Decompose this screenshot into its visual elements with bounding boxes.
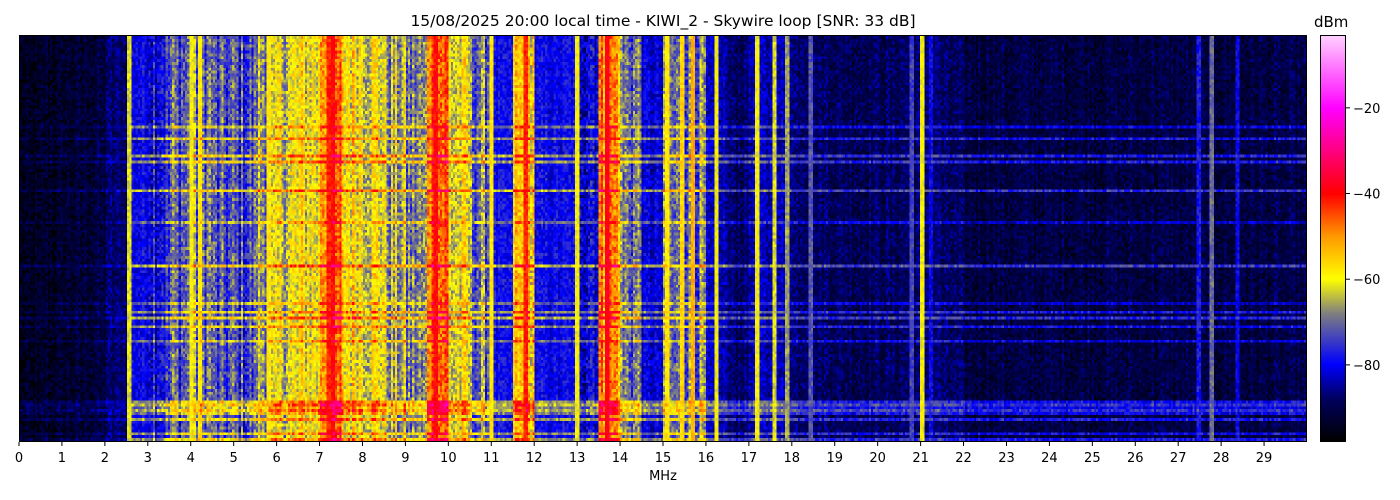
x-tick-label: 14	[612, 451, 629, 466]
x-tick-label: 21	[912, 451, 929, 466]
colorbar-tick-label: −80	[1353, 359, 1380, 374]
x-tick-label: 29	[1256, 451, 1273, 466]
x-tick-label: 4	[187, 451, 195, 466]
x-tick-label: 10	[440, 451, 457, 466]
x-tick-label: 5	[230, 451, 238, 466]
x-tick-label: 7	[315, 451, 323, 466]
x-tick-label: 25	[1084, 451, 1101, 466]
x-tick-label: 26	[1127, 451, 1144, 466]
x-tick-label: 20	[869, 451, 886, 466]
x-tick-label: 22	[955, 451, 972, 466]
colorbar-tick-label: −20	[1353, 102, 1380, 117]
x-tick-label: 18	[784, 451, 801, 466]
x-tick-label: 16	[698, 451, 715, 466]
x-tick-label: 13	[569, 451, 586, 466]
x-tick-label: 6	[272, 451, 280, 466]
x-tick-label: 27	[1170, 451, 1187, 466]
waterfall-heatmap	[20, 36, 1306, 441]
colorbar	[1320, 35, 1346, 442]
x-tick-label: 3	[144, 451, 152, 466]
chart-title: 15/08/2025 20:00 local time - KIWI_2 - S…	[410, 12, 916, 30]
x-tick-label: 24	[1041, 451, 1058, 466]
x-tick-label: 23	[998, 451, 1015, 466]
x-tick-label: 1	[58, 451, 66, 466]
colorbar-tick-label: −60	[1353, 273, 1380, 288]
x-tick-label: 2	[101, 451, 109, 466]
colorbar-gradient	[1321, 36, 1345, 441]
waterfall-plot-area	[19, 35, 1307, 442]
x-tick-label: 11	[483, 451, 500, 466]
x-tick-label: 28	[1213, 451, 1230, 466]
x-tick-label: 9	[401, 451, 409, 466]
x-tick-label: 8	[358, 451, 366, 466]
colorbar-tick-label: −40	[1353, 188, 1380, 203]
x-axis-label: MHz	[649, 469, 677, 484]
x-tick-label: 19	[826, 451, 843, 466]
x-tick-label: 15	[655, 451, 672, 466]
x-tick-label: 17	[741, 451, 758, 466]
x-tick-label: 12	[526, 451, 543, 466]
colorbar-label: dBm	[1314, 13, 1349, 31]
x-tick-label: 0	[15, 451, 23, 466]
